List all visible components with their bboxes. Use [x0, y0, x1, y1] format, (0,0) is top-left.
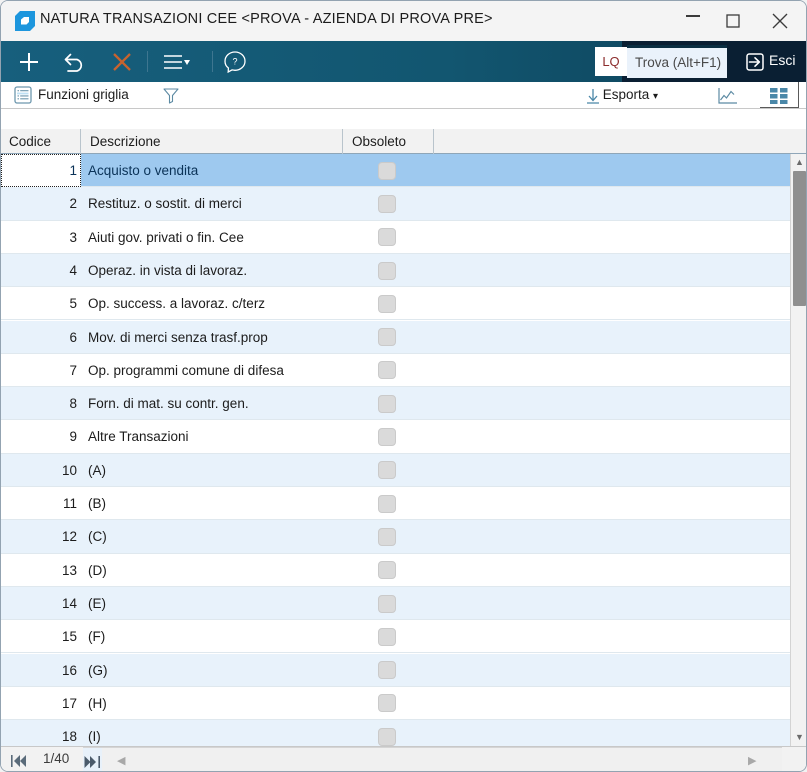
svg-text:?: ? — [232, 56, 237, 66]
